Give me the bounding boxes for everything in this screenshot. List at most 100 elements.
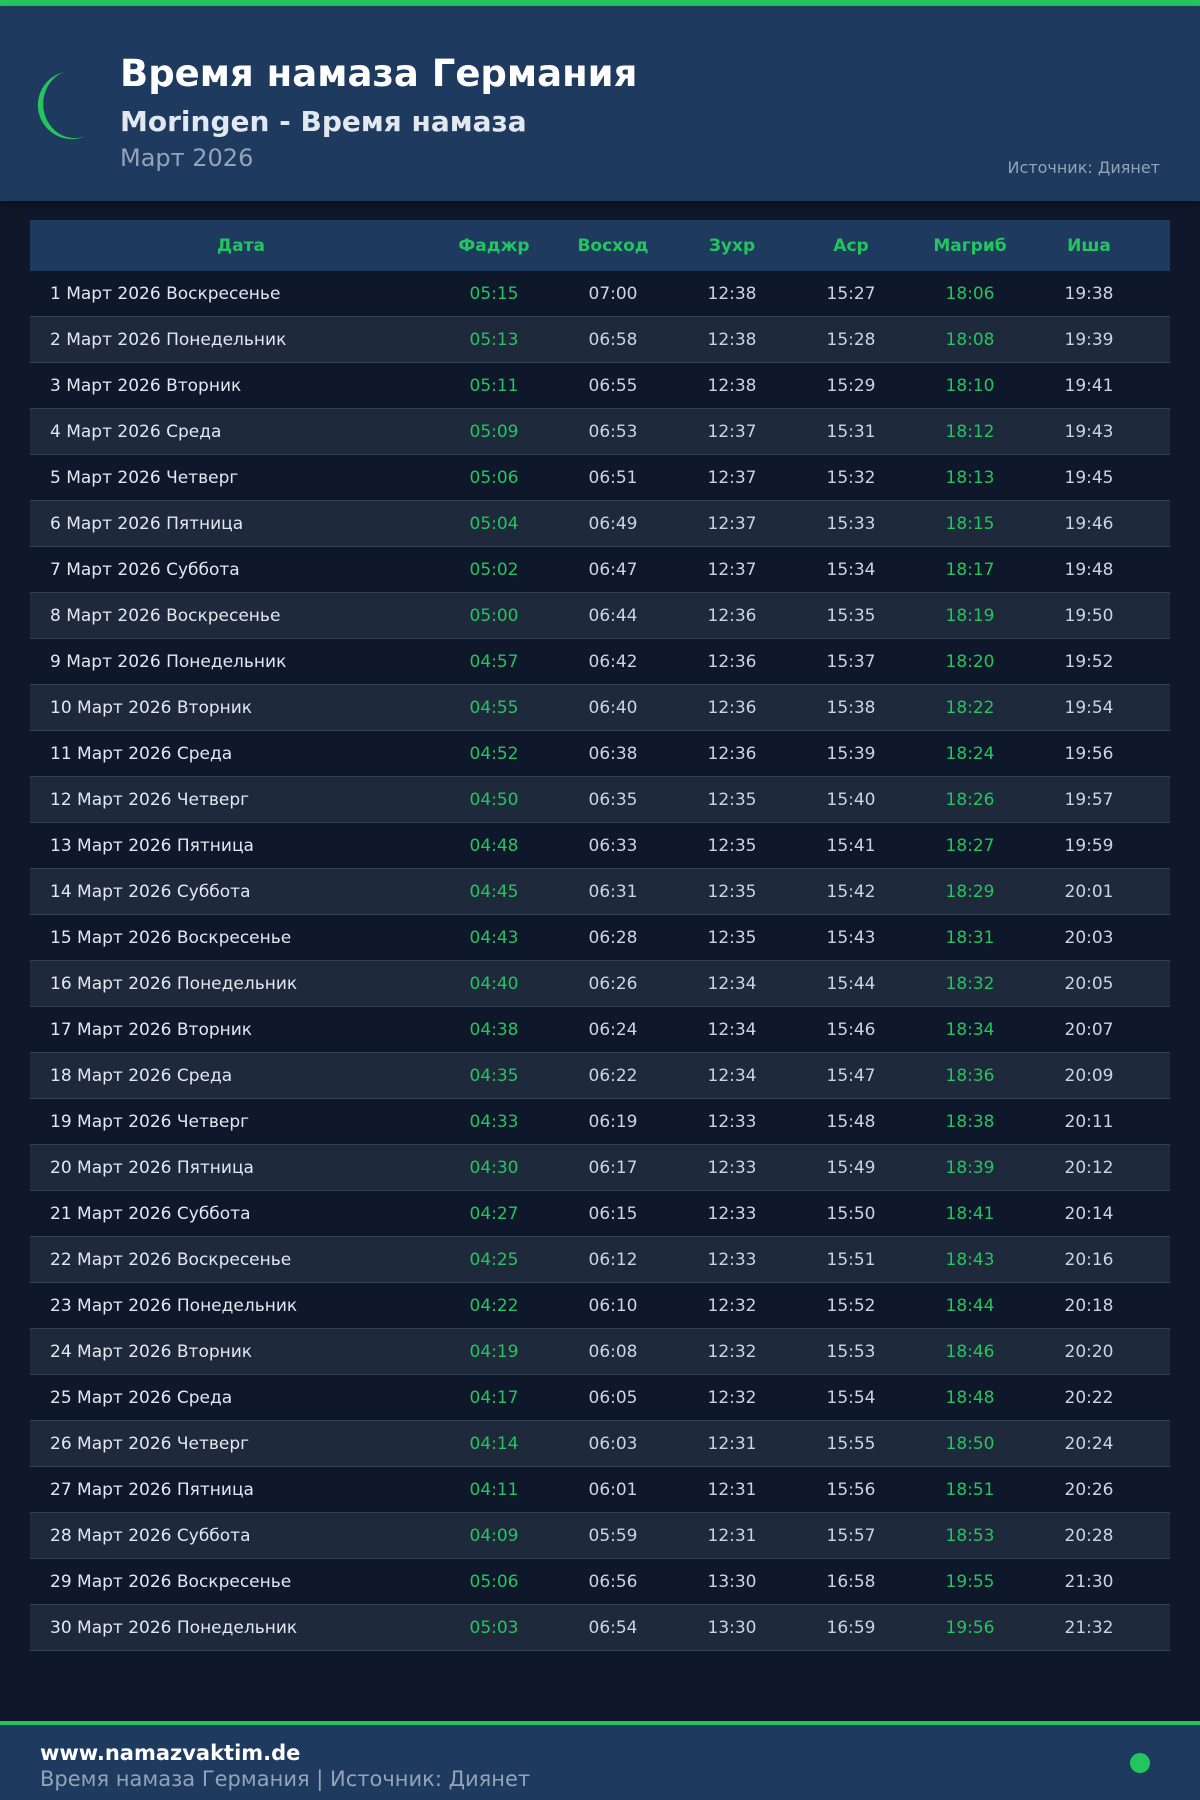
table-row: 10 Март 2026 Вторник 04:55 06:40 12:36 15:38…: [30, 685, 1170, 731]
cell-dhuhr: 12:32: [707, 1295, 757, 1316]
cell-date: 1 Март 2026 Воскресенье: [50, 283, 281, 304]
cell-sunrise: 06:22: [588, 1065, 638, 1086]
cell-fajr: 04:17: [469, 1387, 519, 1408]
cell-maghrib: 18:41: [945, 1203, 995, 1224]
footer-text: Время намаза Германия | Источник: Диянет: [40, 1767, 531, 1791]
cell-dhuhr: 12:34: [707, 1065, 757, 1086]
cell-sunrise: 06:53: [588, 421, 638, 442]
cell-maghrib: 18:50: [945, 1433, 995, 1454]
cell-isha: 20:20: [1064, 1341, 1114, 1362]
cell-fajr: 05:03: [469, 1617, 519, 1638]
cell-isha: 19:56: [1064, 743, 1114, 764]
cell-isha: 20:28: [1064, 1525, 1114, 1546]
cell-fajr: 04:27: [469, 1203, 519, 1224]
cell-date: 13 Март 2026 Пятница: [50, 835, 254, 856]
cell-date: 8 Март 2026 Воскресенье: [50, 605, 281, 626]
cell-sunrise: 06:05: [588, 1387, 638, 1408]
cell-dhuhr: 12:35: [707, 835, 757, 856]
cell-fajr: 04:55: [469, 697, 519, 718]
cell-dhuhr: 12:37: [707, 467, 757, 488]
top-accent-bar: [0, 0, 1200, 6]
cell-dhuhr: 12:33: [707, 1111, 757, 1132]
cell-asr: 15:40: [826, 789, 876, 810]
cell-sunrise: 06:55: [588, 375, 638, 396]
table-row: 18 Март 2026 Среда 04:35 06:22 12:34 15:47 18…: [30, 1053, 1170, 1099]
cell-sunrise: 06:40: [588, 697, 638, 718]
cell-maghrib: 18:24: [945, 743, 995, 764]
table-row: 16 Март 2026 Понедельник 04:40 06:26 12:34 1…: [30, 961, 1170, 1007]
cell-isha: 19:59: [1064, 835, 1114, 856]
cell-asr: 15:43: [826, 927, 876, 948]
cell-fajr: 05:06: [469, 467, 519, 488]
table-row: 2 Март 2026 Понедельник 05:13 06:58 12:38 15…: [30, 317, 1170, 363]
cell-sunrise: 06:42: [588, 651, 638, 672]
column-header-isha: Иша: [1067, 235, 1111, 256]
cell-isha: 19:54: [1064, 697, 1114, 718]
cell-date: 5 Март 2026 Четверг: [50, 467, 239, 488]
cell-sunrise: 06:33: [588, 835, 638, 856]
cell-maghrib: 18:43: [945, 1249, 995, 1270]
cell-maghrib: 18:31: [945, 927, 995, 948]
table-row: 12 Март 2026 Четверг 04:50 06:35 12:35 15:40…: [30, 777, 1170, 823]
cell-dhuhr: 12:36: [707, 651, 757, 672]
cell-isha: 20:18: [1064, 1295, 1114, 1316]
cell-sunrise: 06:19: [588, 1111, 638, 1132]
table-row: 26 Март 2026 Четверг 04:14 06:03 12:31 15:55…: [30, 1421, 1170, 1467]
cell-isha: 20:11: [1064, 1111, 1114, 1132]
cell-asr: 15:48: [826, 1111, 876, 1132]
cell-maghrib: 19:56: [945, 1617, 995, 1638]
cell-maghrib: 18:51: [945, 1479, 995, 1500]
cell-isha: 19:38: [1064, 283, 1114, 304]
cell-maghrib: 18:38: [945, 1111, 995, 1132]
cell-asr: 15:46: [826, 1019, 876, 1040]
cell-maghrib: 18:06: [945, 283, 995, 304]
cell-isha: 19:41: [1064, 375, 1114, 396]
cell-dhuhr: 12:36: [707, 605, 757, 626]
table-row: 23 Март 2026 Понедельник 04:22 06:10 12:32 1…: [30, 1283, 1170, 1329]
column-header-sunrise: Восход: [577, 235, 649, 256]
cell-sunrise: 06:31: [588, 881, 638, 902]
cell-fajr: 04:22: [469, 1295, 519, 1316]
cell-dhuhr: 12:37: [707, 559, 757, 580]
column-header-asr: Аср: [833, 235, 869, 256]
cell-maghrib: 18:46: [945, 1341, 995, 1362]
cell-date: 6 Март 2026 Пятница: [50, 513, 244, 534]
cell-fajr: 04:14: [469, 1433, 519, 1454]
prayer-times-table: Дата Фаджр Восход Зухр Аср Магриб Иша 1 …: [30, 220, 1170, 1651]
table-header: Дата Фаджр Восход Зухр Аср Магриб Иша: [30, 220, 1170, 271]
table-row: 13 Март 2026 Пятница 04:48 06:33 12:35 15:41…: [30, 823, 1170, 869]
cell-fajr: 05:09: [469, 421, 519, 442]
cell-dhuhr: 12:33: [707, 1203, 757, 1224]
cell-fajr: 05:13: [469, 329, 519, 350]
cell-isha: 20:12: [1064, 1157, 1114, 1178]
cell-date: 21 Март 2026 Суббота: [50, 1203, 251, 1224]
cell-asr: 15:57: [826, 1525, 876, 1546]
cell-asr: 15:34: [826, 559, 876, 580]
cell-fajr: 04:30: [469, 1157, 519, 1178]
cell-asr: 15:53: [826, 1341, 876, 1362]
cell-fajr: 04:09: [469, 1525, 519, 1546]
cell-maghrib: 18:10: [945, 375, 995, 396]
cell-fajr: 04:25: [469, 1249, 519, 1270]
cell-date: 20 Март 2026 Пятница: [50, 1157, 254, 1178]
cell-fajr: 04:45: [469, 881, 519, 902]
cell-dhuhr: 12:35: [707, 789, 757, 810]
cell-isha: 20:16: [1064, 1249, 1114, 1270]
column-header-dhuhr: Зухр: [708, 235, 756, 256]
cell-asr: 15:50: [826, 1203, 876, 1224]
cell-dhuhr: 12:32: [707, 1341, 757, 1362]
table-row: 17 Март 2026 Вторник 04:38 06:24 12:34 15:46…: [30, 1007, 1170, 1053]
cell-fajr: 05:04: [469, 513, 519, 534]
cell-date: 15 Март 2026 Воскресенье: [50, 927, 292, 948]
cell-sunrise: 06:24: [588, 1019, 638, 1040]
cell-maghrib: 18:15: [945, 513, 995, 534]
cell-dhuhr: 12:37: [707, 513, 757, 534]
cell-isha: 19:48: [1064, 559, 1114, 580]
table-row: 22 Март 2026 Воскресенье 04:25 06:12 12:33 1…: [30, 1237, 1170, 1283]
cell-dhuhr: 12:37: [707, 421, 757, 442]
cell-dhuhr: 12:31: [707, 1525, 757, 1546]
table-row: 11 Март 2026 Среда 04:52 06:38 12:36 15:39 18…: [30, 731, 1170, 777]
cell-asr: 15:33: [826, 513, 876, 534]
cell-maghrib: 18:19: [945, 605, 995, 626]
cell-fajr: 04:57: [469, 651, 519, 672]
